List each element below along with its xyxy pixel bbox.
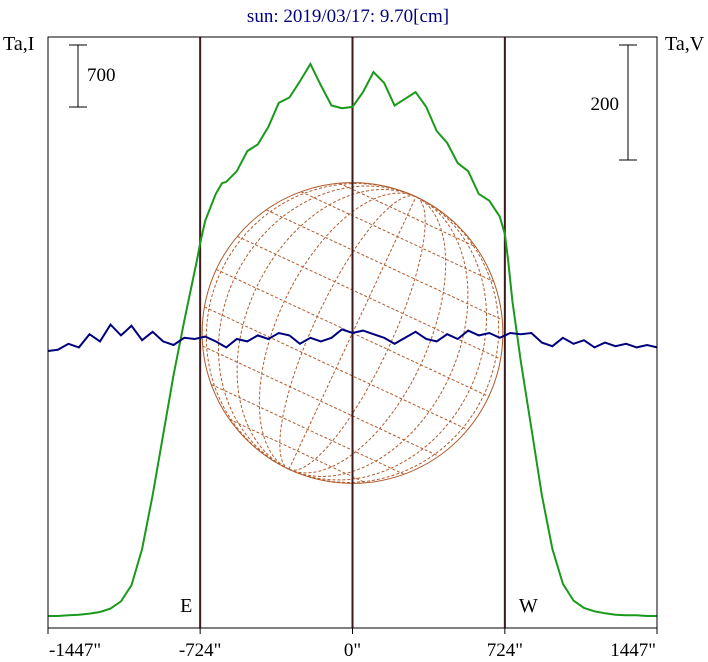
longitude-line xyxy=(288,196,500,484)
x-tick-label: 724" xyxy=(487,640,523,661)
longitude-line xyxy=(288,196,469,478)
longitude-line xyxy=(288,196,447,474)
longitude-line xyxy=(236,188,417,470)
x-axis-ticks: -1447" -724" 0" 724" 1447" xyxy=(47,628,658,661)
latitude-line xyxy=(237,235,501,360)
x-tick-label: -1447" xyxy=(49,640,101,661)
series-layer xyxy=(47,61,658,617)
scale-bar-label: 700 xyxy=(87,65,116,86)
limb-label: E xyxy=(180,595,192,617)
limb-label: W xyxy=(519,595,538,617)
x-tick-label: 1447" xyxy=(610,640,656,661)
longitude-line xyxy=(205,182,417,470)
scale-bar-label: 200 xyxy=(591,94,620,115)
chart-title: sun: 2019/03/17: 9.70[cm] xyxy=(247,6,449,27)
longitude-line xyxy=(288,196,426,471)
longitude-line xyxy=(279,195,417,470)
x-tick-label: -724" xyxy=(179,640,222,661)
longitude-line xyxy=(218,185,417,470)
left-axis-label: Ta,I xyxy=(3,33,34,55)
latitude-line xyxy=(210,384,405,475)
longitude-line xyxy=(288,196,487,481)
x-tick-label: 0" xyxy=(344,640,361,661)
right-axis-label: Ta,V xyxy=(665,33,705,55)
series-line-I xyxy=(48,61,657,617)
series-line-V xyxy=(47,322,658,352)
longitude-line xyxy=(258,192,417,470)
scale-bars: 700 200 xyxy=(69,44,637,161)
